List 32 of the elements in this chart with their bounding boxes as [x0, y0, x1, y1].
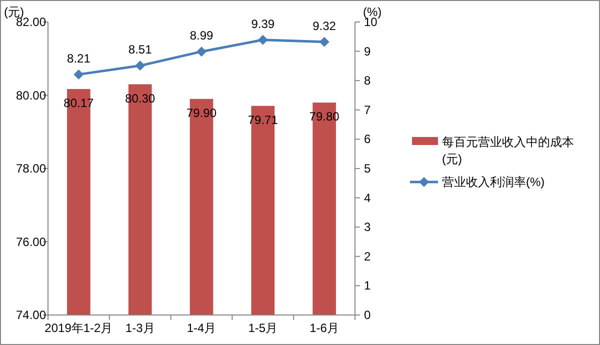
point: [258, 34, 268, 45]
y2-tick-label: 6: [364, 132, 371, 146]
y-tick-label: 80.00: [16, 88, 46, 102]
legend-label: 营业收入利润率(%): [442, 175, 545, 189]
y2-tick-label: 7: [364, 102, 371, 117]
y2-tick-label: 8: [364, 74, 371, 88]
point: [196, 46, 206, 57]
y2-tick-label: 5: [364, 162, 371, 176]
x-tick-label: 1-3月: [125, 321, 155, 335]
point: [74, 69, 84, 80]
y2-tick-label: 9: [364, 44, 371, 58]
x-tick-label: 1-4月: [186, 321, 216, 335]
x-tick-label: 1-6月: [310, 321, 339, 335]
point: [319, 36, 330, 47]
x-tick-label: 1-5月: [248, 321, 278, 335]
legend-label: 每百元营业收入中的成本(元): [442, 135, 574, 166]
y2-tick-label: 4: [364, 190, 371, 205]
data-label: 9.39: [251, 16, 275, 31]
y-tick-label: 78.00: [16, 162, 46, 176]
y-axis-title: (元): [4, 5, 24, 19]
y2-tick-label: 2: [364, 249, 371, 264]
data-label: 8.21: [67, 51, 91, 66]
y2-tick-label: 3: [364, 220, 371, 234]
x-tick-label: 2019年1-2月: [44, 321, 113, 335]
y2-tick-label: 1: [364, 278, 371, 293]
data-label: 8.99: [190, 28, 214, 43]
y-tick-label: 76.00: [16, 234, 46, 249]
data-label: 8.51: [128, 42, 152, 57]
y-tick-label: 74.00: [16, 308, 46, 322]
data-label: 9.32: [312, 18, 336, 33]
point: [135, 60, 146, 71]
y2-tick-label: 0: [364, 308, 371, 322]
